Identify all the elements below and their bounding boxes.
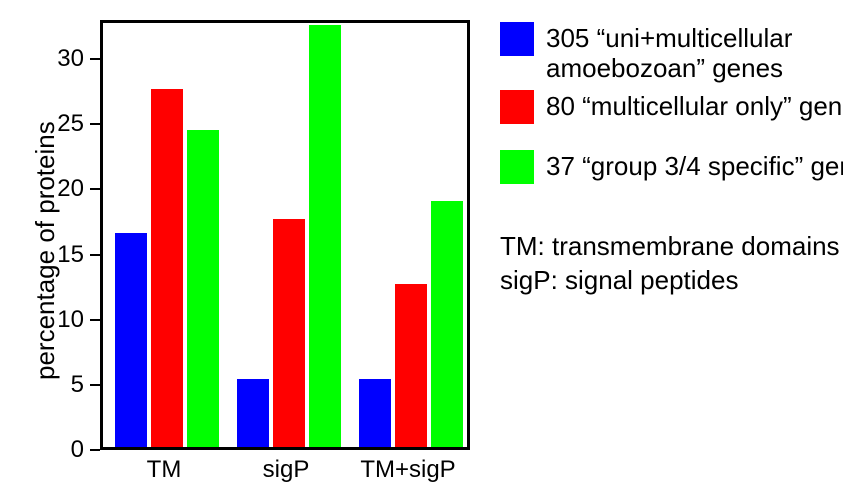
y-tick-label: 30 bbox=[40, 45, 84, 73]
bar bbox=[115, 233, 147, 447]
legend-label: 80 “multicellular only” genes bbox=[546, 92, 843, 122]
bar bbox=[359, 379, 391, 447]
y-tick bbox=[90, 319, 100, 321]
legend-swatch bbox=[500, 22, 534, 56]
bar bbox=[237, 379, 269, 447]
legend-label: 305 “uni+multicellular amoebozoan” genes bbox=[546, 24, 792, 84]
legend-swatch bbox=[500, 150, 534, 184]
y-tick bbox=[90, 188, 100, 190]
plot-area bbox=[103, 23, 467, 447]
bar bbox=[151, 89, 183, 447]
y-tick bbox=[90, 384, 100, 386]
y-tick bbox=[90, 58, 100, 60]
y-tick bbox=[90, 123, 100, 125]
chart-frame bbox=[100, 20, 470, 450]
bar bbox=[395, 284, 427, 447]
x-tick-label: sigP bbox=[234, 456, 338, 484]
annotation-line: TM: transmembrane domains bbox=[500, 230, 840, 264]
y-tick bbox=[90, 449, 100, 451]
x-tick-label: TM bbox=[112, 456, 216, 484]
x-tick-label: TM+sigP bbox=[356, 456, 460, 484]
y-tick-label: 0 bbox=[40, 436, 84, 464]
legend-label: 37 “group 3/4 specific” genes bbox=[546, 152, 843, 182]
bar bbox=[431, 201, 463, 447]
annotation-line: sigP: signal peptides bbox=[500, 264, 738, 298]
legend-swatch bbox=[500, 90, 534, 124]
figure-root: 051015202530 percentage of proteins TMsi… bbox=[0, 0, 843, 503]
bar bbox=[309, 25, 341, 447]
bar bbox=[273, 219, 305, 447]
y-axis-title: percentage of proteins bbox=[30, 121, 61, 380]
y-tick bbox=[90, 254, 100, 256]
bar bbox=[187, 130, 219, 447]
